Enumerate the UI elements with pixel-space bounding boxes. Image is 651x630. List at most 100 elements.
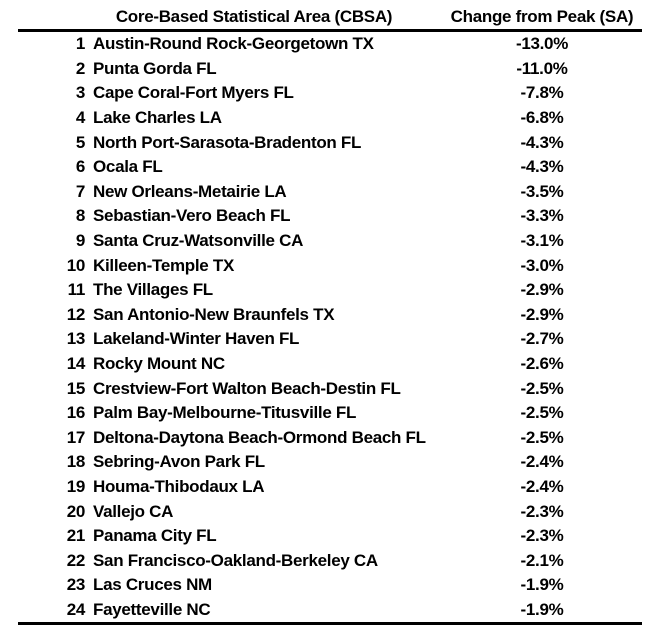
cbsa-name-cell: Deltona-Daytona Beach-Ormond Beach FL <box>93 427 426 447</box>
change-from-peak-cell: -7.8% <box>520 83 564 103</box>
change-from-peak-cell: -2.6% <box>520 354 564 374</box>
cbsa-name-cell: Palm Bay-Melbourne-Titusville FL <box>93 403 357 423</box>
rank-cell: 6 <box>75 157 85 177</box>
rank-cell: 11 <box>67 280 86 300</box>
rank-cell: 23 <box>66 575 86 595</box>
rank-cell: 7 <box>75 181 85 201</box>
rank-cell: 12 <box>66 304 86 324</box>
cbsa-name-cell: Ocala FL <box>93 157 163 177</box>
table-row: 2 Punta Gorda FL -11.0% <box>18 57 642 82</box>
change-from-peak-cell: -2.5% <box>520 378 564 398</box>
change-from-peak-cell: -2.9% <box>520 280 564 300</box>
rank-cell: 3 <box>75 83 85 103</box>
rank-cell: 14 <box>66 354 86 374</box>
change-from-peak-cell: -2.9% <box>520 304 564 324</box>
cbsa-name-cell: Sebring-Avon Park FL <box>93 452 265 472</box>
change-from-peak-cell: -3.5% <box>520 181 564 201</box>
rank-cell: 21 <box>66 526 86 546</box>
table-row: 9 Santa Cruz-Watsonville CA -3.1% <box>18 229 642 254</box>
cbsa-name-cell: Lakeland-Winter Haven FL <box>93 329 300 349</box>
change-from-peak-cell: -4.3% <box>520 157 564 177</box>
change-from-peak-cell: -6.8% <box>520 108 564 128</box>
table-row: 13 Lakeland-Winter Haven FL -2.7% <box>18 327 642 352</box>
table-body: 1 Austin-Round Rock-Georgetown TX -13.0%… <box>18 32 642 626</box>
table-row: 19 Houma-Thibodaux LA -2.4% <box>18 475 642 500</box>
cbsa-name-cell: Lake Charles LA <box>93 108 222 128</box>
cbsa-name-cell: North Port-Sarasota-Bradenton FL <box>93 132 362 152</box>
change-from-peak-cell: -11.0% <box>516 58 568 78</box>
change-from-peak-cell: -13.0% <box>515 34 569 54</box>
table-row: 6 Ocala FL -4.3% <box>18 155 642 180</box>
cbsa-change-table: Core-Based Statistical Area (CBSA) Chang… <box>18 5 642 626</box>
rank-cell: 20 <box>66 501 86 521</box>
table-row: 23 Las Cruces NM -1.9% <box>18 573 642 598</box>
cbsa-name-cell: Santa Cruz-Watsonville CA <box>93 231 304 251</box>
change-from-peak-cell: -3.0% <box>520 255 564 275</box>
rank-cell: 4 <box>75 108 85 128</box>
cbsa-name-cell: The Villages FL <box>93 280 213 300</box>
cbsa-name-cell: Rocky Mount NC <box>93 354 225 374</box>
cbsa-name-cell: Sebastian-Vero Beach FL <box>93 206 291 226</box>
table-row: 18 Sebring-Avon Park FL -2.4% <box>18 450 642 475</box>
rank-cell: 9 <box>75 231 85 251</box>
table-row: 11 The Villages FL -2.9% <box>18 278 642 303</box>
cbsa-name-cell: San Francisco-Oakland-Berkeley CA <box>93 550 378 570</box>
rank-cell: 1 <box>75 34 85 54</box>
change-from-peak-cell: -1.9% <box>520 575 564 595</box>
table-row: 12 San Antonio-New Braunfels TX -2.9% <box>18 303 642 328</box>
rank-cell: 13 <box>66 329 86 349</box>
change-from-peak-cell: -2.1% <box>520 550 564 570</box>
change-from-peak-cell: -2.3% <box>520 526 564 546</box>
change-from-peak-cell: -2.3% <box>520 501 564 521</box>
change-from-peak-cell: -2.5% <box>520 403 564 423</box>
table-row: 7 New Orleans-Metairie LA -3.5% <box>18 180 642 205</box>
table-row: 16 Palm Bay-Melbourne-Titusville FL -2.5… <box>18 401 642 426</box>
change-from-peak-cell: -3.3% <box>520 206 564 226</box>
cbsa-name-cell: Cape Coral-Fort Myers FL <box>93 83 294 103</box>
rank-cell: 16 <box>66 403 86 423</box>
cbsa-name-cell: Austin-Round Rock-Georgetown TX <box>93 34 374 54</box>
cbsa-name-cell: Killeen-Temple TX <box>93 255 235 275</box>
table-row: 21 Panama City FL -2.3% <box>18 524 642 549</box>
rank-cell: 19 <box>66 476 86 496</box>
rank-cell: 22 <box>66 550 86 570</box>
cbsa-name-cell: Crestview-Fort Walton Beach-Destin FL <box>93 378 401 398</box>
change-from-peak-cell: -3.1% <box>520 231 564 251</box>
change-from-peak-cell: -2.4% <box>520 452 564 472</box>
table-row: 1 Austin-Round Rock-Georgetown TX -13.0% <box>18 32 642 57</box>
rank-cell: 8 <box>75 206 85 226</box>
table-row: 10 Killeen-Temple TX -3.0% <box>18 253 642 278</box>
rank-cell: 5 <box>75 132 85 152</box>
table-row: 3 Cape Coral-Fort Myers FL -7.8% <box>18 81 642 106</box>
table-row: 22 San Francisco-Oakland-Berkeley CA -2.… <box>18 548 642 573</box>
rank-cell: 2 <box>75 58 85 78</box>
change-from-peak-cell: -2.7% <box>520 329 564 349</box>
cbsa-name-cell: New Orleans-Metairie LA <box>93 181 287 201</box>
change-from-peak-cell: -1.9% <box>520 599 564 619</box>
table-row: 4 Lake Charles LA -6.8% <box>18 106 642 131</box>
rank-cell: 18 <box>66 452 86 472</box>
cbsa-name-cell: Houma-Thibodaux LA <box>93 476 265 496</box>
column-header-cbsa: Core-Based Statistical Area (CBSA) <box>115 7 393 26</box>
table-row: 17 Deltona-Daytona Beach-Ormond Beach FL… <box>18 426 642 451</box>
rank-cell: 15 <box>66 378 86 398</box>
cbsa-name-cell: Panama City FL <box>93 526 217 546</box>
change-from-peak-cell: -2.5% <box>520 427 564 447</box>
cbsa-name-cell: Vallejo CA <box>93 501 174 521</box>
rank-cell: 10 <box>66 255 86 275</box>
column-header-change-from-peak: Change from Peak (SA) <box>450 7 634 26</box>
change-from-peak-cell: -4.3% <box>520 132 564 152</box>
cbsa-name-cell: Las Cruces NM <box>93 575 212 595</box>
cbsa-name-cell: San Antonio-New Braunfels TX <box>93 304 335 324</box>
change-from-peak-cell: -2.4% <box>520 476 564 496</box>
table-row: 14 Rocky Mount NC -2.6% <box>18 352 642 377</box>
table-row: 8 Sebastian-Vero Beach FL -3.3% <box>18 204 642 229</box>
table-row: 5 North Port-Sarasota-Bradenton FL -4.3% <box>18 130 642 155</box>
rank-cell: 24 <box>66 599 86 619</box>
rank-cell: 17 <box>66 427 86 447</box>
cbsa-name-cell: Punta Gorda FL <box>93 58 217 78</box>
cbsa-name-cell: Fayetteville NC <box>93 599 211 619</box>
table-row: 15 Crestview-Fort Walton Beach-Destin FL… <box>18 376 642 401</box>
table-header-row: Core-Based Statistical Area (CBSA) Chang… <box>18 5 642 32</box>
table-row: 24 Fayetteville NC -1.9% <box>18 598 642 623</box>
